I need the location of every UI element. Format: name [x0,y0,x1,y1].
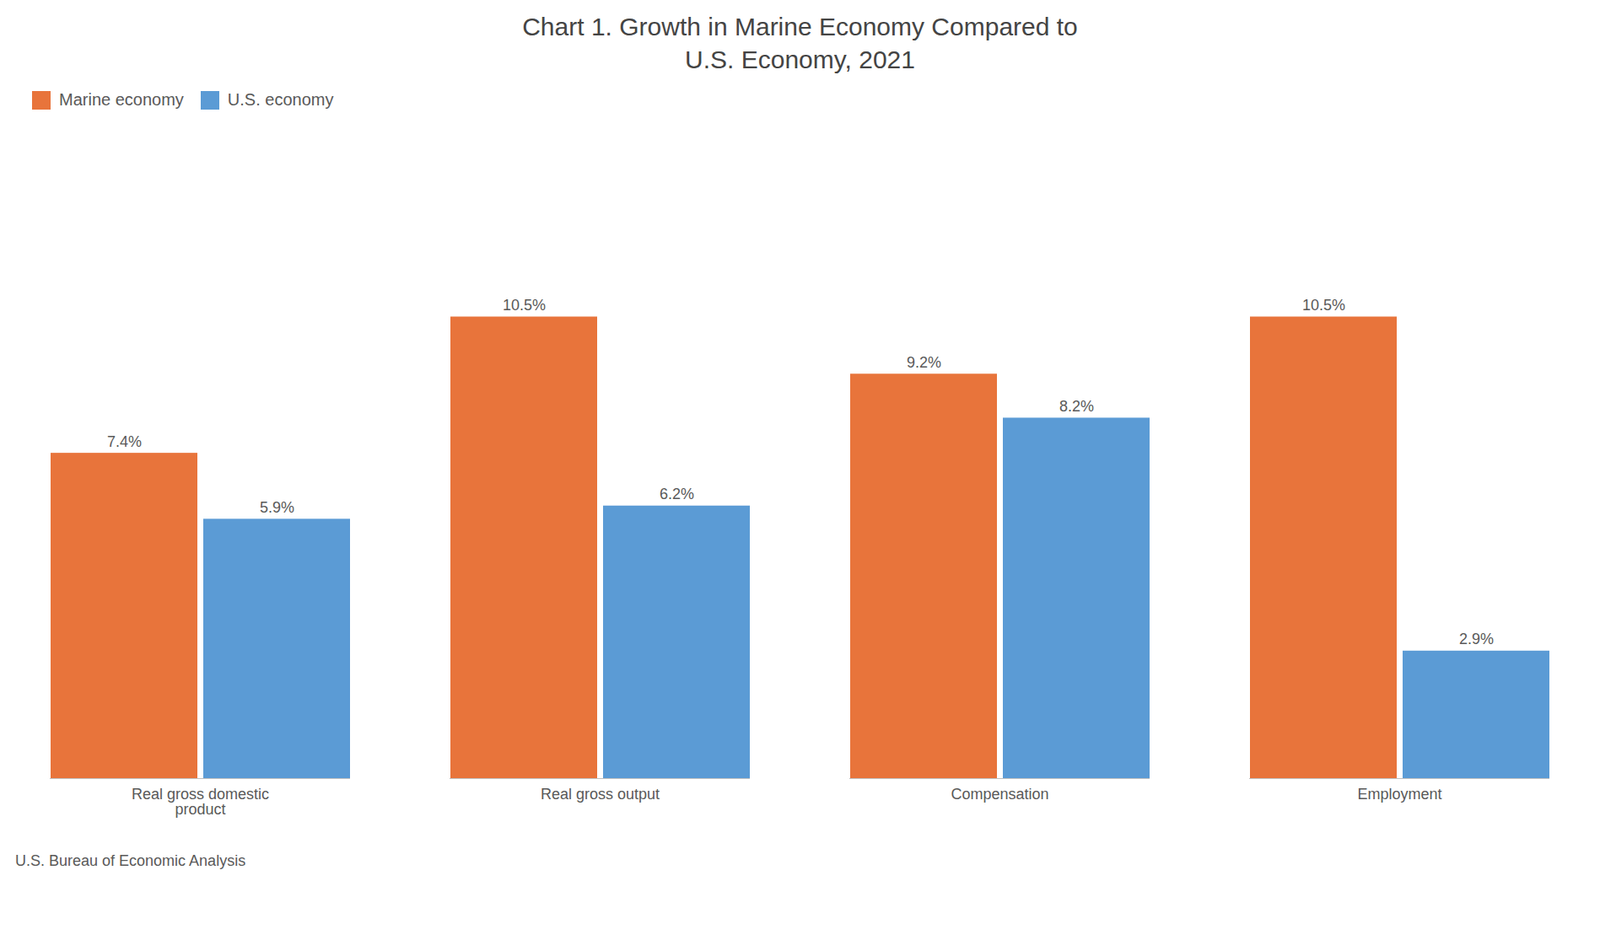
svg-text:Real gross output: Real gross output [540,786,660,803]
svg-text:6.2%: 6.2% [659,485,695,503]
svg-text:Compensation: Compensation [950,786,1049,803]
svg-text:5.9%: 5.9% [259,499,295,517]
html-text:Marine economy: Marine economy [59,90,184,109]
svg-text:Employment: Employment [1357,786,1442,803]
html-text:Chart 1. Growth in Marine Econ: Chart 1. Growth in Marine Economy Compar… [522,12,1078,74]
svg-text:Real gross domesticproduct: Real gross domesticproduct [131,786,270,819]
svg-text:9.2%: 9.2% [906,354,942,372]
svg-text:7.4%: 7.4% [107,433,142,451]
svg-text:2.9%: 2.9% [1459,630,1494,648]
svg-text:8.2%: 8.2% [1059,398,1094,415]
svg-text:10.5%: 10.5% [1302,296,1346,314]
svg-text:10.5%: 10.5% [502,296,546,314]
html-text:U.S. economy: U.S. economy [227,90,334,109]
html-text:U.S. Bureau of Economic Analys: U.S. Bureau of Economic Analysis [15,852,246,870]
